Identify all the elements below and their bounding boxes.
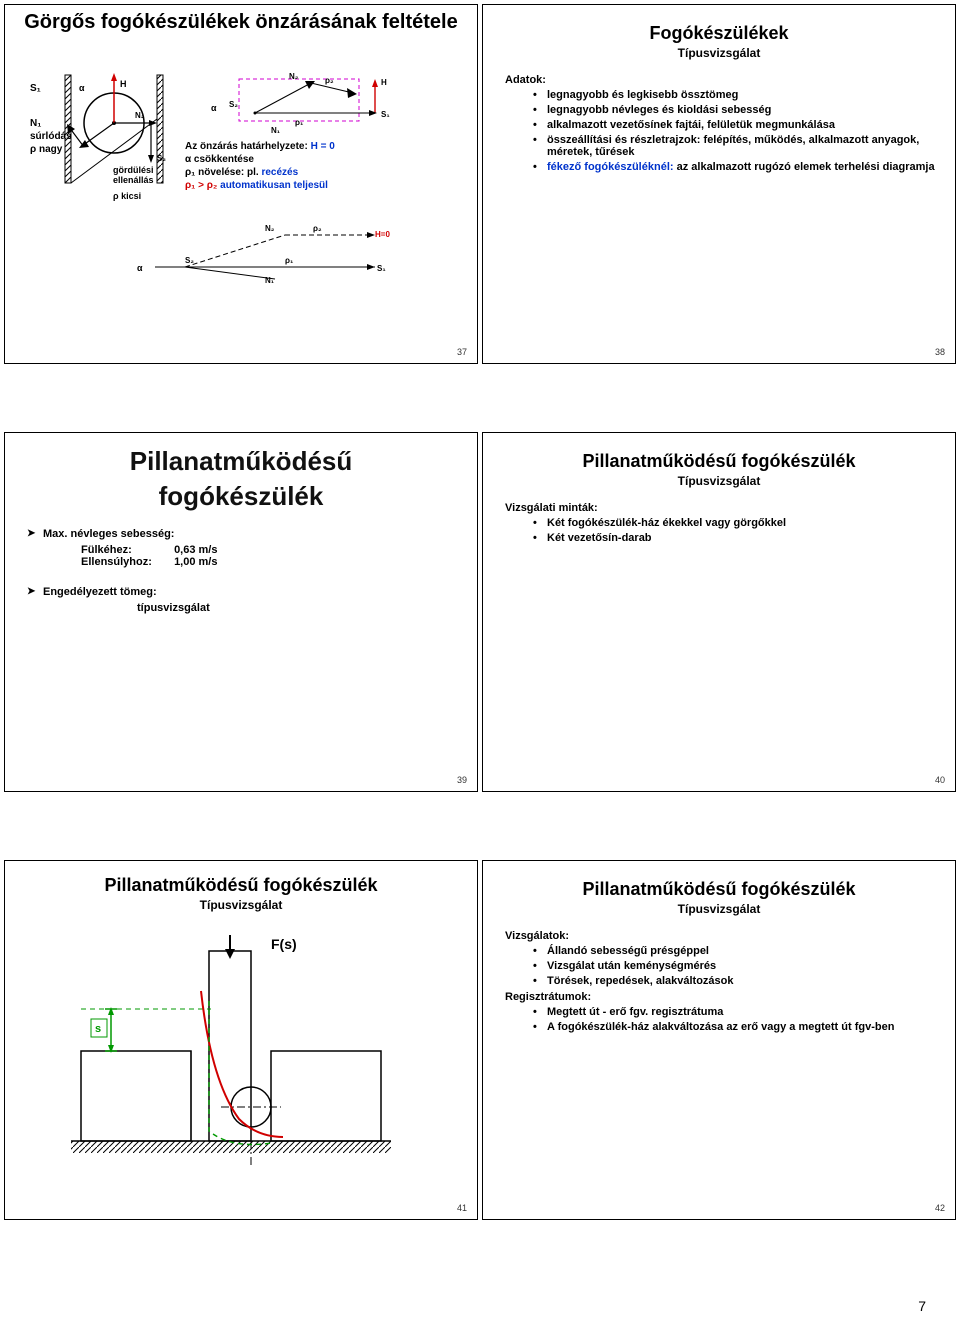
slide41-num: 41: [457, 1203, 467, 1213]
svg-text:F(s): F(s): [271, 936, 297, 952]
slide39-maxspeed: Max. névleges sebesség:: [27, 528, 455, 540]
slide40-subtitle: Típusvizsgálat: [483, 474, 955, 488]
slide40-title: Pillanatműködésű fogókészülék: [483, 451, 955, 472]
svg-text:N₂: N₂: [289, 72, 299, 81]
slide38-item: legnagyobb és legkisebb össztömeg: [533, 89, 955, 101]
s37-line3-blue: recézés: [261, 167, 298, 178]
lbl-surlodas: súrlódás: [30, 131, 72, 142]
slide-40: Pillanatműködésű fogókészülék Típusvizsg…: [482, 432, 956, 792]
slide42-l2-item: Megtett út - erő fgv. regisztrátuma: [533, 1006, 955, 1018]
slide39-fulke-l: Fülkéhez:: [81, 544, 171, 556]
svg-text:S₂: S₂: [229, 100, 238, 109]
slide37-right-text: Az önzárás határhelyzete: H = 0 α csökke…: [185, 139, 335, 193]
slide42-title: Pillanatműködésű fogókészülék: [483, 879, 955, 900]
lbl-ellenallas: ellenállás: [113, 175, 154, 185]
slide42-l1-item: Állandó sebességű présgéppel: [533, 945, 955, 957]
slide39-fulke-v: 0,63 m/s: [174, 544, 217, 556]
svg-text:S₂: S₂: [157, 154, 166, 163]
slide39-ellensuly-l: Ellensúlyhoz:: [81, 556, 171, 568]
slide38-item: alkalmazott vezetősínek fajtái, felületü…: [533, 119, 955, 131]
svg-text:H: H: [381, 78, 387, 87]
slide37-num: 37: [457, 347, 467, 357]
svg-text:ρ₂: ρ₂: [325, 76, 334, 85]
s37-line2: α csökkentése: [185, 154, 335, 165]
slide38-num: 38: [935, 347, 945, 357]
lbl-rho-nagy: ρ nagy: [30, 144, 72, 155]
slide38-heading: Adatok:: [505, 74, 955, 86]
slide42-subtitle: Típusvizsgálat: [483, 902, 955, 916]
s37-line3: ρ₁ növelése: pl.: [185, 167, 261, 178]
slide-41: Pillanatműködésű fogókészülék Típusvizsg…: [4, 860, 478, 1220]
slide40-heading: Vizsgálati minták:: [505, 502, 955, 514]
svg-text:N₂: N₂: [135, 111, 145, 120]
slide39-enged-l: Engedélyezett tömeg:: [27, 586, 455, 598]
s37-line1: Az önzárás határhelyzete:: [185, 141, 311, 152]
slide41-diagram: s F(s): [61, 931, 421, 1191]
slide-38: Fogókészülékek Típusvizsgálat Adatok: le…: [482, 4, 956, 364]
s37-line4-blue: automatikusan teljesül: [220, 180, 328, 191]
svg-text:s: s: [95, 1023, 101, 1035]
lbl-rho-kicsi: ρ kicsi: [113, 191, 154, 201]
slide38-title: Fogókészülékek: [483, 23, 955, 44]
svg-text:ρ₁: ρ₁: [295, 118, 304, 127]
slide41-subtitle: Típusvizsgálat: [5, 898, 477, 912]
slide40-item: Két vezetősín-darab: [533, 532, 955, 544]
lbl-S1: S₁: [30, 83, 72, 94]
slide40-item: Két fogókészülék-ház ékekkel vagy görgők…: [533, 517, 955, 529]
svg-text:N₁: N₁: [271, 126, 281, 135]
slide-39: Pillanatműködésű fogókészülék Max. névle…: [4, 432, 478, 792]
svg-text:ρ₁: ρ₁: [285, 256, 294, 265]
slide39-title-l2: fogókészülék: [5, 482, 477, 511]
svg-text:α: α: [211, 103, 217, 113]
lbl-N1: N₁: [30, 118, 72, 129]
s37-line4-red: ρ₁ > ρ₂: [185, 180, 217, 191]
slide37-title: Görgős fogókészülékek önzárásának feltét…: [5, 11, 477, 34]
page-number: 7: [4, 1288, 956, 1324]
svg-text:N₂: N₂: [265, 224, 275, 233]
slide42-l1-item: Vizsgálat után keménységmérés: [533, 960, 955, 972]
slide42-h2: Regisztrátumok:: [505, 991, 955, 1003]
slide37-lower-vectors: α N₂ ρ₂ H=0 S₂ ρ₁ S₁ N₁: [125, 223, 405, 293]
svg-text:ρ₂: ρ₂: [313, 224, 322, 233]
slide42-l2-item: A fogókészülék-ház alakváltozása az erő …: [533, 1021, 955, 1033]
slide-37: Görgős fogókészülékek önzárásának feltét…: [4, 4, 478, 364]
slide39-num: 39: [457, 775, 467, 785]
slide39-title-l1: Pillanatműködésű: [5, 447, 477, 476]
slide-42: Pillanatműködésű fogókészülék Típusvizsg…: [482, 860, 956, 1220]
lbl-gordulesi: gördülési: [113, 165, 154, 175]
svg-text:S₂: S₂: [185, 256, 194, 265]
s37-line1-blue: H = 0: [311, 141, 335, 152]
slide38-item5-pre: fékező fogókészüléknél:: [547, 161, 674, 173]
slide42-l1-item: Törések, repedések, alakváltozások: [533, 975, 955, 987]
svg-text:S₁: S₁: [377, 264, 386, 273]
slide42-h1: Vizsgálatok:: [505, 930, 955, 942]
slide42-num: 42: [935, 1203, 945, 1213]
slide37-left-labels: S₁ N₁ súrlódás ρ nagy: [30, 83, 72, 157]
slide37-centre-labels: gördülési ellenállás ρ kicsi: [113, 165, 154, 201]
slide38-item: legnagyobb névleges és kioldási sebesség: [533, 104, 955, 116]
slide39-ellensuly-v: 1,00 m/s: [174, 556, 217, 568]
slide38-item: összeállítási és részletrajzok: felépíté…: [533, 134, 955, 158]
svg-text:N₁: N₁: [265, 276, 275, 285]
slide38-item5-post: az alkalmazott rugózó elemek terhelési d…: [674, 161, 935, 173]
slide38-subtitle: Típusvizsgálat: [483, 46, 955, 60]
slide40-num: 40: [935, 775, 945, 785]
slide39-enged-v: típusvizsgálat: [27, 602, 455, 614]
slide38-item5: fékező fogókészüléknél: az alkalmazott r…: [533, 161, 955, 173]
svg-text:H: H: [120, 79, 127, 89]
svg-text:α: α: [79, 83, 85, 93]
svg-text:S₁: S₁: [381, 110, 390, 119]
slide41-title: Pillanatműködésű fogókészülék: [5, 875, 477, 896]
slide37-top-vectors: N₂ ρ₂ H S₁ S₂ ρ₁ N₁ α: [195, 71, 405, 141]
svg-text:H=0: H=0: [375, 230, 390, 239]
svg-text:α: α: [137, 263, 143, 273]
